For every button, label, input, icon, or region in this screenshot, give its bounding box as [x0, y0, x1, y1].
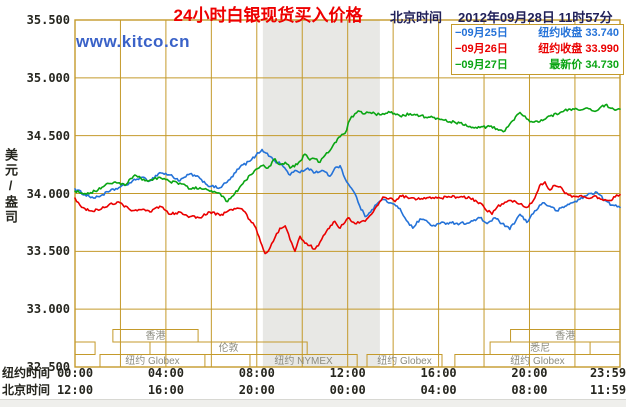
x-tick-label-ny: 00:00	[56, 366, 94, 380]
x-tick-label-ny: 20:00	[511, 366, 548, 380]
session-label: 香港	[555, 330, 576, 342]
legend-series-value: 纽约收盘 33.740	[538, 27, 619, 39]
y-tick-label: 33.500	[26, 244, 70, 259]
x-tick-label-ny: 12:00	[329, 366, 366, 380]
x-tick-label-ny: 08:00	[238, 366, 275, 380]
x-tick-label-bj: 16:00	[147, 383, 184, 397]
kitco-watermark: www.kitco.cn	[76, 32, 191, 51]
beijing-time-label: 北京时间	[390, 10, 443, 25]
y-tick-label: 32.500	[26, 360, 70, 374]
legend-item: −09月25日 纽约收盘 33.740	[455, 26, 619, 41]
x-axis-ny-row-label: 纽约时间	[2, 366, 51, 380]
session-label: 伦敦	[218, 343, 239, 354]
legend-item: −09月27日 最新价 34.730	[455, 58, 619, 73]
y-tick-label: 35.000	[26, 70, 70, 85]
bottom-strip	[0, 399, 626, 407]
session-label: 纽约 Globex	[510, 355, 565, 367]
x-tick-label-ny: 23:59	[589, 366, 626, 380]
price-line-09月26日	[74, 181, 621, 255]
x-axis-bj-row-label: 北京时间	[2, 383, 51, 397]
session-label: 纽约 Globex	[377, 355, 432, 367]
y-tick-label: 35.500	[26, 13, 70, 27]
session-box	[74, 341, 96, 355]
x-tick-label-ny: 16:00	[420, 366, 457, 380]
x-tick-label-bj: 20:00	[238, 383, 275, 397]
x-tick-label-bj: 11:59	[589, 383, 626, 397]
session-box	[366, 354, 443, 368]
session-box	[454, 354, 621, 368]
legend-item: −09月26日 纽约收盘 33.990	[455, 42, 619, 57]
legend-series-date: −09月25日	[455, 27, 508, 39]
x-tick-label-ny: 04:00	[147, 366, 184, 380]
session-label: 香港	[145, 330, 166, 342]
y-tick-label: 33.000	[26, 302, 70, 317]
price-line-09月25日	[74, 148, 621, 231]
session-label: 悉尼	[530, 343, 551, 354]
session-box	[99, 354, 206, 368]
legend-series-date: −09月26日	[455, 43, 508, 55]
x-tick-label-bj: 00:00	[329, 383, 366, 397]
datetime-text: 2012年09月28日 11时57分	[458, 10, 613, 25]
x-tick-label-bj: 04:00	[420, 383, 457, 397]
legend-series-date: −09月27日	[455, 59, 508, 71]
session-label: 纽约 NYMEX	[274, 355, 333, 367]
session-box	[149, 341, 308, 355]
x-tick-label-bj: 12:00	[56, 383, 94, 397]
legend-series-value: 纽约收盘 33.990	[538, 43, 619, 55]
session-box	[249, 354, 358, 368]
y-axis-title: 美元/盎司	[3, 148, 18, 225]
y-tick-label: 34.500	[26, 128, 70, 143]
y-tick-label: 34.000	[26, 186, 70, 201]
chart-title: 24小时白银现货买入价格	[173, 6, 363, 25]
chart-legend: −09月25日 纽约收盘 33.740 −09月26日 纽约收盘 33.990 −09月…	[451, 24, 624, 75]
price-line-09月27日	[74, 103, 621, 203]
x-tick-label-bj: 08:00	[511, 383, 548, 397]
session-label: 纽约 Globex	[125, 355, 180, 367]
legend-series-value: 最新价 34.730	[549, 59, 619, 71]
